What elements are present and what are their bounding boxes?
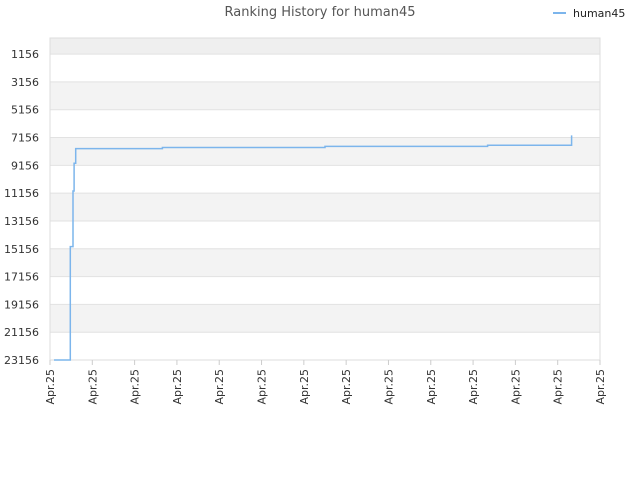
legend[interactable]: human45 bbox=[553, 7, 625, 20]
series-lines bbox=[54, 135, 573, 361]
x-tick-label: Apr.25 bbox=[509, 369, 522, 405]
x-tick-label: Apr.25 bbox=[340, 369, 353, 405]
x-tick-label: Apr.25 bbox=[44, 369, 57, 405]
x-tick-label: Apr.25 bbox=[382, 369, 395, 405]
plot-band bbox=[50, 137, 600, 166]
y-axis-ticks: 1156 3156 5156 7156 9156 11156 13156 15156 17156… bbox=[4, 48, 39, 367]
y-tick-label: 13156 bbox=[4, 215, 39, 228]
plot-band bbox=[50, 276, 600, 305]
plot-bands bbox=[50, 38, 600, 360]
x-tick-label: Apr.25 bbox=[552, 369, 565, 405]
plot-band bbox=[50, 81, 600, 110]
x-tick-label: Apr.25 bbox=[467, 369, 480, 405]
plot-band bbox=[50, 332, 600, 360]
y-tick-label: 5156 bbox=[11, 104, 39, 117]
plot-border bbox=[49, 37, 601, 361]
y-tick-label: 1156 bbox=[11, 48, 39, 61]
y-tick-label: 9156 bbox=[11, 159, 39, 172]
plot-band bbox=[50, 109, 600, 138]
x-tick-label: Apr.25 bbox=[425, 369, 438, 405]
y-tick-label: 7156 bbox=[11, 132, 39, 145]
plot-band bbox=[50, 304, 600, 333]
plot-band bbox=[50, 165, 600, 194]
y-tick-label: 23156 bbox=[4, 354, 39, 367]
plot-band bbox=[50, 248, 600, 277]
x-tick-label: Apr.25 bbox=[256, 369, 269, 405]
x-tick-label: Apr.25 bbox=[129, 369, 142, 405]
y-tick-label: 19156 bbox=[4, 298, 39, 311]
x-tick-label: Apr.25 bbox=[213, 369, 226, 405]
y-tick-label: 11156 bbox=[4, 187, 39, 200]
y-tick-label: 17156 bbox=[4, 271, 39, 284]
x-tick-label: Apr.25 bbox=[171, 369, 184, 405]
plot-band bbox=[50, 220, 600, 249]
x-axis-ticks: Apr.25 Apr.25 Apr.25 Apr.25 Apr.25 Apr.25 Apr.… bbox=[44, 360, 607, 405]
x-tick-label: Apr.25 bbox=[298, 369, 311, 405]
chart-title: Ranking History for human45 bbox=[225, 5, 416, 20]
y-tick-label: 15156 bbox=[4, 243, 39, 256]
series-line-human45 bbox=[54, 135, 573, 361]
y-tick-label: 3156 bbox=[11, 76, 39, 89]
x-tick-label: Apr.25 bbox=[86, 369, 99, 405]
y-tick-label: 21156 bbox=[4, 326, 39, 339]
legend-label-human45: human45 bbox=[573, 7, 625, 20]
x-tick-label: Apr.25 bbox=[594, 369, 607, 405]
plot-band bbox=[50, 193, 600, 221]
plot-band bbox=[50, 38, 600, 55]
plot-band bbox=[50, 54, 600, 82]
